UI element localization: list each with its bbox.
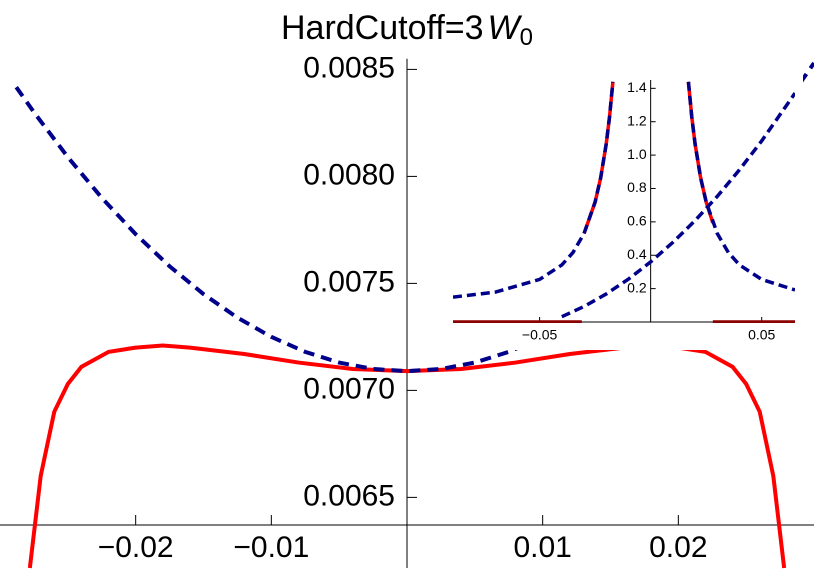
y-tick-label: 0.0070 — [303, 372, 395, 405]
y-tick-label: 1.0 — [627, 146, 647, 162]
y-tick-label: 0.8 — [627, 179, 647, 195]
x-tick-label: 0.01 — [513, 531, 571, 564]
title-subscript: 0 — [520, 24, 533, 51]
y-tick-label: 0.0085 — [303, 51, 395, 84]
y-tick-label: 0.2 — [627, 279, 647, 295]
series-line — [686, 81, 795, 292]
y-tick-label: 0.4 — [627, 246, 647, 262]
plot-area — [453, 81, 795, 323]
x-tick-label: −0.02 — [98, 531, 174, 564]
y-tick-label: 0.0080 — [303, 158, 395, 191]
series-line — [453, 81, 615, 299]
y-tick-label: 0.0075 — [303, 265, 395, 298]
inset-background — [443, 72, 803, 350]
x-tick-label: 0.05 — [748, 327, 775, 343]
y-tick-label: 1.2 — [627, 112, 647, 128]
y-tick-label: 1.4 — [627, 79, 647, 95]
y-tick-label: 0.0065 — [303, 479, 395, 512]
series-line — [561, 92, 795, 319]
y-tick-label: 0.6 — [627, 213, 647, 229]
title-symbol: W — [488, 9, 523, 47]
x-tick-label: −0.01 — [233, 531, 309, 564]
x-tick-label: −0.05 — [522, 327, 558, 343]
x-tick-label: 0.02 — [649, 531, 707, 564]
series-line — [27, 343, 787, 569]
title-text: HardCutoff=3 — [281, 9, 484, 47]
chart-title: HardCutoff=3 W0 — [281, 9, 533, 51]
